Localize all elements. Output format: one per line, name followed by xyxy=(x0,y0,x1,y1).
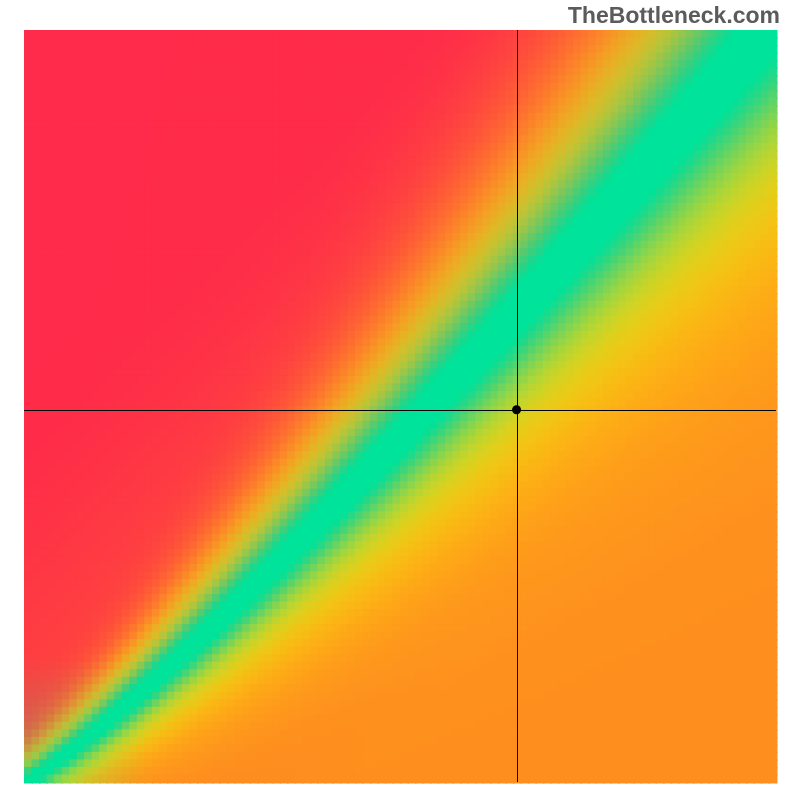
bottleneck-heatmap xyxy=(0,0,800,800)
figure-container: TheBottleneck.com xyxy=(0,0,800,800)
